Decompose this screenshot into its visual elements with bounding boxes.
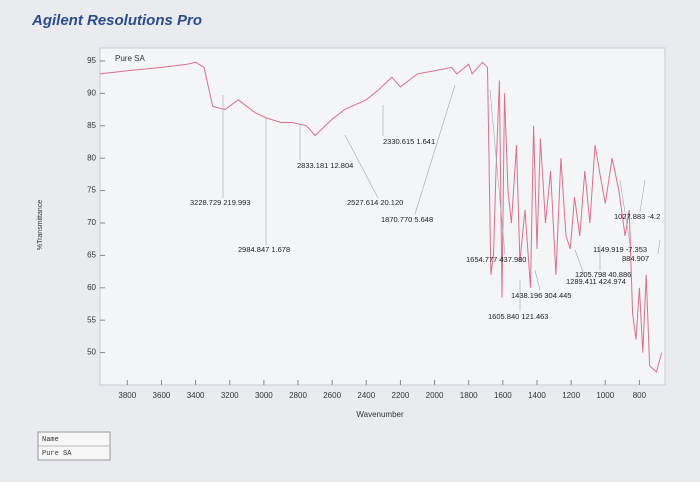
annotation: 1149.919 -7.353 — [593, 245, 647, 254]
x-tick-label: 2200 — [392, 391, 410, 400]
annotation-leader — [414, 84, 456, 215]
annotation: 1205.798 40.886 — [575, 270, 631, 279]
plot: 50 55 60 65 70 75 80 85 90 95 3800 3600 3400 3200 3000… — [87, 54, 663, 400]
app-title: Agilent Resolutions Pro — [31, 12, 202, 29]
annotation-leader — [489, 89, 506, 256]
x-tick-label: 3000 — [255, 391, 273, 400]
y-tick-label: 75 — [87, 186, 96, 195]
x-tick-label: 3400 — [187, 391, 205, 400]
table-header: Name — [42, 436, 59, 444]
annotation-leader — [657, 239, 661, 255]
x-tick-label: 1200 — [562, 391, 580, 400]
y-tick-label: 95 — [87, 56, 96, 65]
x-tick-label: 800 — [633, 391, 647, 400]
x-tick-label: 3200 — [221, 391, 239, 400]
x-tick-label: 1800 — [460, 391, 478, 400]
legend-entry: Pure SA — [115, 54, 145, 63]
y-tick-label: 70 — [87, 218, 96, 227]
annotation: 1605.840 121.463 — [488, 312, 548, 321]
annotation: 3228.729 219.993 — [190, 198, 250, 207]
y-tick-label: 65 — [87, 250, 96, 259]
annotation-leader — [619, 179, 631, 246]
x-tick-label: 3800 — [118, 391, 136, 400]
annotation: 2527.614 20.120 — [347, 198, 403, 207]
annotation: 1438.196 304.445 — [511, 291, 571, 300]
plot-frame — [99, 47, 666, 386]
x-tick-label: 2600 — [323, 391, 341, 400]
annotation: 1870.770 5.648 — [381, 215, 433, 224]
x-tick-label: 1000 — [596, 391, 614, 400]
y-tick-label: 85 — [87, 121, 96, 130]
x-tick-label: 1600 — [494, 391, 512, 400]
annotation: 2833.181 12.804 — [297, 161, 353, 170]
y-axis-label: %Transmittance — [37, 200, 44, 250]
x-axis-label: Wavenumber — [356, 410, 404, 419]
annotation: 884.907 — [622, 254, 649, 263]
x-tick-label: 2000 — [426, 391, 444, 400]
table-cell: Pure SA — [42, 450, 72, 458]
x-tick-label: 2400 — [357, 391, 375, 400]
annotation: 1027.883 -4.2 — [614, 212, 660, 221]
y-tick-label: 90 — [87, 88, 96, 97]
annotation: 2984.847 1.678 — [238, 245, 290, 254]
annotation-leader — [574, 249, 586, 278]
annotation: 2330.615 1.641 — [383, 137, 435, 146]
y-tick-label: 80 — [87, 153, 96, 162]
annotation-leader — [344, 134, 379, 199]
x-tick-label: 3600 — [153, 391, 171, 400]
y-tick-label: 55 — [87, 315, 96, 324]
annotation: 1654.777 437.980 — [466, 255, 526, 264]
annotation: 1289.411 424.974 — [566, 277, 626, 286]
y-tick-label: 60 — [87, 283, 96, 292]
x-tick-label: 1400 — [528, 391, 546, 400]
annotation-leader — [534, 269, 541, 291]
annotation-leader — [639, 179, 646, 213]
x-tick-label: 2800 — [289, 391, 307, 400]
spectrum-line — [99, 61, 663, 373]
y-tick-label: 50 — [87, 348, 96, 357]
